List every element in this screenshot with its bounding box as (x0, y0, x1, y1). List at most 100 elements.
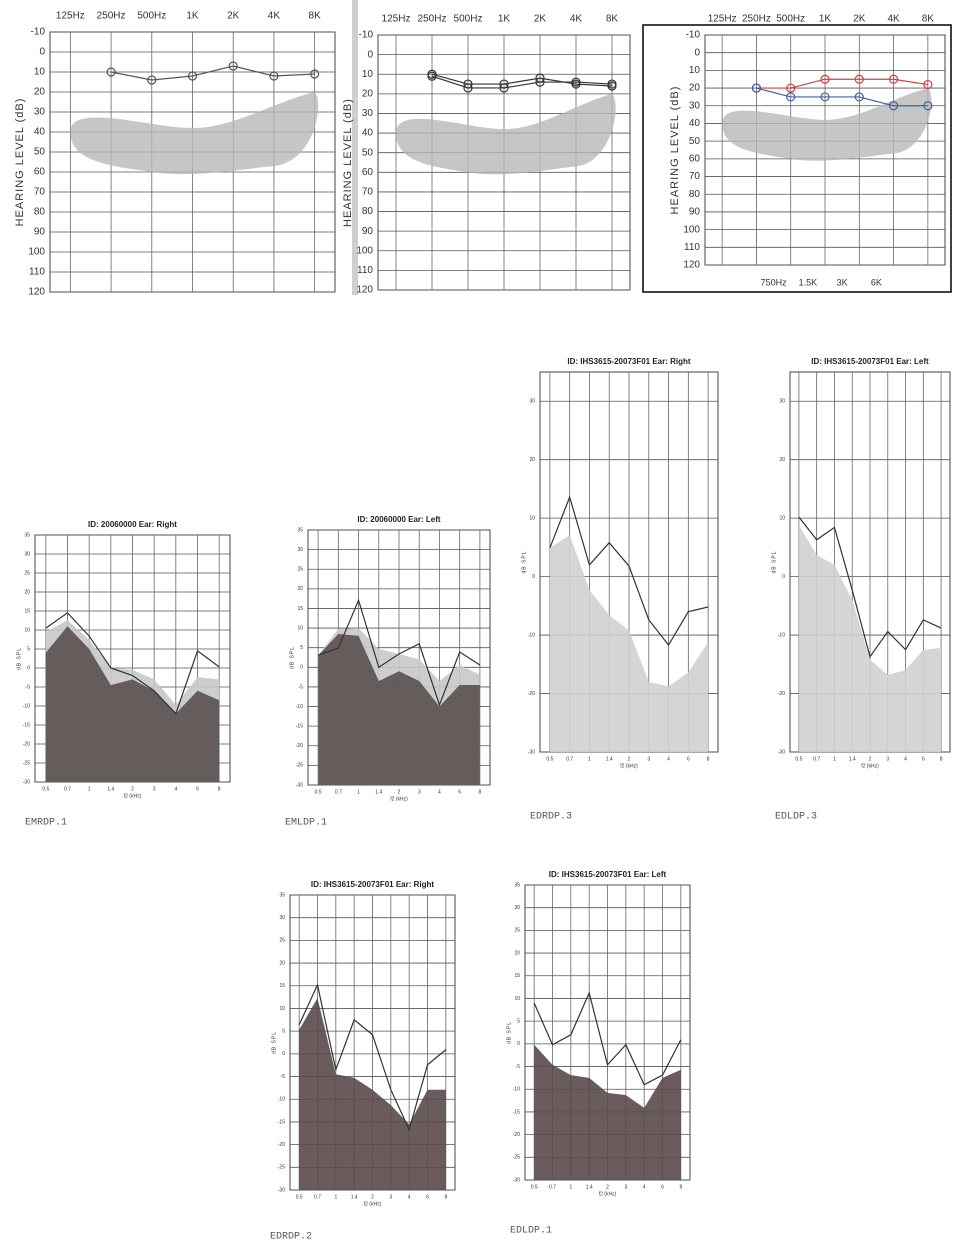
x-tick-label: 4K (570, 14, 583, 25)
x2-tick-label: 3K (837, 277, 848, 287)
x-axis-label: f2 (kHz) (364, 1201, 382, 1207)
x-tick-label: 6 (458, 789, 461, 795)
y-tick-label: -10 (359, 30, 374, 41)
x-tick-label: 8 (707, 756, 710, 762)
x-tick-label: 8 (478, 789, 481, 795)
x-tick-label: 2K (853, 14, 866, 25)
x-tick-label: 2 (869, 756, 872, 762)
y-tick-label: 35 (297, 527, 303, 533)
y-tick-label: 70 (362, 187, 374, 198)
y-tick-label: 0 (367, 49, 373, 60)
y-tick-label: 120 (356, 285, 373, 296)
x-tick-label: 4 (174, 786, 177, 792)
y-tick-label: -20 (278, 1142, 285, 1148)
x-tick-label: 0.5 (315, 789, 322, 795)
y-tick-label: 50 (362, 147, 374, 158)
dp-line (317, 598, 481, 707)
y-tick-label: 35 (279, 892, 285, 898)
x-tick-label: 0.7 (813, 756, 820, 762)
y-tick-label: -20 (23, 741, 30, 747)
y-tick-label: -15 (278, 1119, 285, 1125)
y-tick-label: 30 (24, 551, 30, 557)
y-tick-label: 60 (34, 167, 46, 178)
x-tick-label: 4K (887, 14, 900, 25)
y-tick-label: 0 (27, 665, 30, 671)
hearing-line (431, 73, 613, 87)
y-tick-label: 5 (300, 645, 303, 651)
y-tick-label: -10 (686, 30, 701, 41)
y-tick-label: 20 (362, 88, 374, 99)
y-tick-label: -5 (281, 1074, 286, 1080)
y-tick-label: 40 (362, 128, 374, 139)
caption: EDRDP.3 (530, 812, 572, 823)
y-tick-label: 90 (362, 226, 374, 237)
x-tick-label: 1K (498, 14, 511, 25)
y-tick-label: -30 (278, 1187, 285, 1193)
y-tick-label: 30 (34, 107, 46, 118)
x-tick-label: 1 (357, 789, 360, 795)
y-tick-label: 10 (362, 69, 374, 80)
dp-line (533, 991, 682, 1086)
x-axis-label: f2 (kHz) (390, 796, 408, 802)
y-tick-label: 15 (279, 983, 285, 989)
y-tick-label: 60 (362, 167, 374, 178)
y-tick-label: 110 (357, 265, 373, 276)
y-tick-label: -5 (516, 1064, 521, 1070)
x-tick-label: 125Hz (382, 14, 411, 25)
x-axis-label: f2 (kHz) (620, 763, 638, 769)
x-tick-label: 2 (371, 1194, 374, 1200)
x-axis-label: f2 (kHz) (124, 793, 142, 799)
y-tick-label: -20 (528, 691, 535, 697)
y-tick-label: 80 (34, 207, 46, 218)
y-tick-label: 20 (529, 457, 535, 463)
y-tick-label: 5 (27, 646, 30, 652)
y-tick-label: 120 (683, 260, 700, 271)
hearing-marker (187, 71, 198, 81)
y-tick-label: -30 (296, 782, 303, 788)
noise-area (45, 626, 220, 782)
y-tick-label: 15 (297, 606, 303, 612)
x-tick-label: 0.5 (531, 1184, 538, 1190)
y-tick-label: -15 (23, 722, 30, 728)
y-tick-label: 20 (779, 457, 785, 463)
noise-area (318, 633, 480, 785)
y-tick-label: 30 (689, 100, 701, 111)
hearing-marker (310, 69, 320, 79)
x-tick-label: 125Hz (56, 11, 85, 22)
speech-banana (396, 93, 616, 175)
hearing-marker (854, 74, 864, 84)
y-tick-label: 35 (24, 532, 30, 538)
x-tick-label: 1.4 (351, 1194, 358, 1200)
x-tick-label: 2 (606, 1184, 609, 1190)
hearing-marker (463, 83, 473, 93)
y-tick-label: 20 (297, 586, 303, 592)
hearing-marker (854, 92, 864, 102)
x-tick-label: 2 (131, 786, 134, 792)
y-tick-label: 0 (282, 1051, 285, 1057)
y-tick-label: 120 (28, 287, 45, 298)
frame (642, 24, 952, 293)
x-tick-label: 6 (661, 1184, 664, 1190)
caption: EMLDP.1 (285, 818, 327, 829)
x-tick-label: 500Hz (137, 11, 166, 22)
x-tick-label: 1K (186, 11, 199, 22)
y-axis-label: HEARING LEVEL (dB) (14, 98, 26, 227)
chart-title: ID: IHS3615-20073F01 Ear: Right (567, 357, 690, 366)
y-axis-label: HEARING LEVEL (dB) (342, 98, 354, 227)
x-tick-label: 3 (886, 756, 889, 762)
y-tick-label: 30 (297, 547, 303, 553)
y-tick-label: 30 (529, 399, 535, 405)
x-tick-label: 0.7 (549, 1184, 556, 1190)
y-tick-label: 40 (34, 127, 46, 138)
hearing-marker (228, 61, 238, 71)
hearing-marker (535, 77, 545, 87)
x-tick-label: 0.5 (546, 756, 553, 762)
hearing-marker (607, 79, 617, 89)
x-tick-label: 6 (426, 1194, 429, 1200)
y-tick-label: -10 (528, 632, 535, 638)
hearing-marker (923, 79, 933, 90)
chart-title: ID: 20060000 Ear: Right (88, 520, 177, 529)
x-tick-label: 1 (833, 756, 836, 762)
x-tick-label: 125Hz (708, 14, 737, 25)
x-tick-label: 4 (438, 789, 441, 795)
